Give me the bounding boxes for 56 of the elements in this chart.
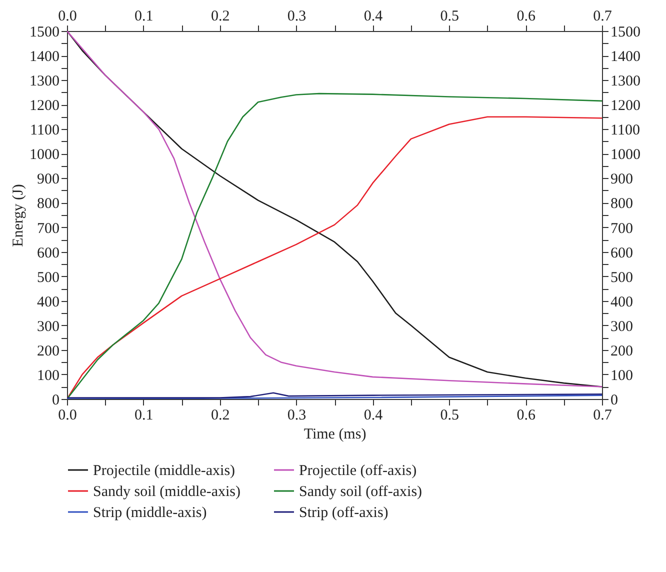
y2-tick-label: 1000 xyxy=(610,147,640,164)
x2-tick-label: 0.1 xyxy=(134,408,154,424)
legend-label: Strip (middle-axis) xyxy=(93,505,207,521)
y-tick-label: 1100 xyxy=(30,122,60,139)
x-tick-label: 0.6 xyxy=(516,8,536,24)
y-tick-label: 400 xyxy=(37,294,60,310)
x2-tick-label: 0.3 xyxy=(287,408,306,424)
y2-tick-label: 1100 xyxy=(610,122,640,139)
y2-tick-label: 500 xyxy=(610,270,633,286)
y2-tick-label: 900 xyxy=(610,172,633,188)
y2-tick-label: 600 xyxy=(610,245,633,262)
y-tick-label: 700 xyxy=(37,220,60,237)
y2-tick-label: 300 xyxy=(610,318,633,335)
y-tick-label: 100 xyxy=(37,368,60,384)
legend-label: Strip (off-axis) xyxy=(299,505,388,521)
y-tick-label: 900 xyxy=(37,172,60,188)
x2-tick-label: 0.5 xyxy=(440,408,460,424)
y-tick-label: 1200 xyxy=(30,98,60,114)
y-tick-label: 1500 xyxy=(30,24,60,40)
x-tick-label: 0.0 xyxy=(58,8,77,24)
x-tick-label: 0.3 xyxy=(287,8,306,24)
legend-label: Projectile (off-axis) xyxy=(299,463,417,479)
y-tick-label: 600 xyxy=(37,245,60,262)
y2-tick-label: 800 xyxy=(610,196,633,212)
y2-tick-label: 700 xyxy=(610,220,633,237)
y2-tick-label: 100 xyxy=(610,368,633,384)
y-axis-title: Energy (J) xyxy=(10,184,26,247)
y2-tick-label: 400 xyxy=(610,294,633,310)
y2-tick-label: 0 xyxy=(610,392,618,408)
y-tick-label: 1300 xyxy=(30,74,60,90)
x2-tick-label: 0.2 xyxy=(210,408,230,424)
x-tick-label: 0.4 xyxy=(364,8,384,24)
x2-tick-label: 0.4 xyxy=(364,408,384,424)
x-axis-title: Time (ms) xyxy=(304,426,366,442)
x-tick-label: 0.1 xyxy=(134,8,154,24)
y-tick-label: 800 xyxy=(37,196,60,212)
x2-tick-label: 0.6 xyxy=(516,408,536,424)
y2-tick-label: 1300 xyxy=(610,74,640,90)
x2-tick-label: 0.0 xyxy=(58,408,77,424)
legend-label: Projectile (middle-axis) xyxy=(93,463,236,479)
y-tick-label: 500 xyxy=(37,270,60,286)
y2-tick-label: 1200 xyxy=(610,98,640,114)
y-tick-label: 0 xyxy=(52,392,60,408)
y-tick-label: 1000 xyxy=(30,147,60,164)
y2-tick-label: 1500 xyxy=(610,24,640,40)
y-tick-label: 1400 xyxy=(30,49,60,66)
x2-tick-label: 0.7 xyxy=(593,408,612,424)
legend-label: Sandy soil (middle-axis) xyxy=(93,484,240,500)
y2-tick-label: 1400 xyxy=(610,49,640,66)
y2-tick-label: 200 xyxy=(610,343,633,360)
x-tick-label: 0.5 xyxy=(440,8,460,24)
x-tick-label: 0.2 xyxy=(210,8,230,24)
x-tick-label: 0.7 xyxy=(593,8,612,24)
legend-label: Sandy soil (off-axis) xyxy=(299,484,422,500)
y-tick-label: 200 xyxy=(37,343,60,360)
y-tick-label: 300 xyxy=(37,318,60,335)
